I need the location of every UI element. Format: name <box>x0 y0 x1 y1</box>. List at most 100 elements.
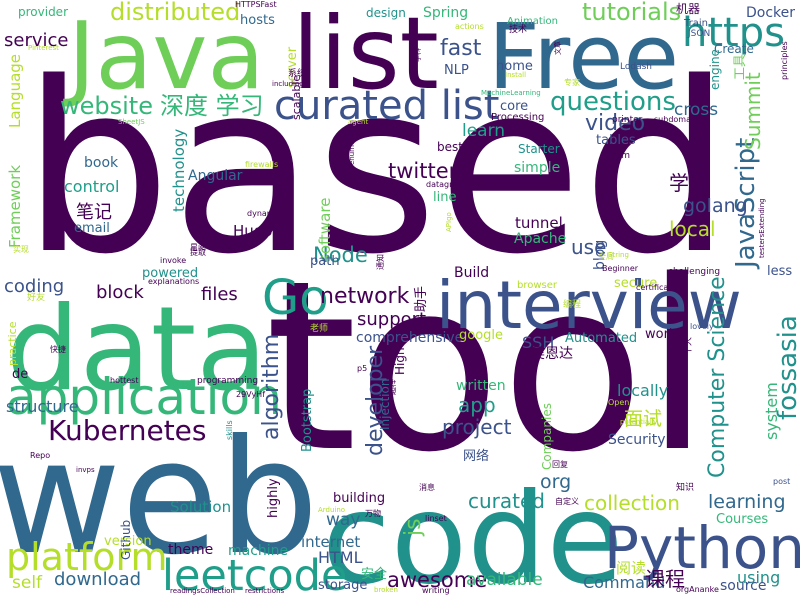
word-140: subdomains <box>654 115 702 124</box>
word-189: 操作系统 <box>81 237 113 247</box>
word-105: Spring <box>423 5 468 21</box>
word-148: principles <box>780 41 789 80</box>
word-126: Companies <box>540 403 554 470</box>
word-130: de <box>12 367 28 382</box>
word-28: fast <box>440 36 482 61</box>
word-35: learning <box>708 491 786 513</box>
word-145: post <box>773 477 790 486</box>
word-158: Repo <box>30 451 50 460</box>
word-38: developer <box>363 345 388 456</box>
word-60: 课程 <box>645 567 685 591</box>
word-17: Kubernetes <box>48 414 207 447</box>
word-167: actions <box>455 22 484 31</box>
word-171: agent <box>348 118 368 126</box>
word-91: theme <box>168 542 213 558</box>
word-117: Train <box>683 18 708 29</box>
word-185: 知识 <box>676 481 694 493</box>
word-152: dynamic <box>247 209 281 218</box>
word-32: awesome <box>387 568 487 592</box>
word-133: Processing <box>491 112 544 123</box>
word-194: 老师 <box>310 322 328 334</box>
word-150: datagrids <box>426 180 464 189</box>
word-151: firewalls <box>245 160 278 169</box>
word-116: Create <box>714 42 754 56</box>
word-80: email <box>74 221 110 236</box>
word-4: code <box>322 467 623 600</box>
word-196: 万物 <box>365 508 381 518</box>
word-29: video <box>585 111 645 136</box>
word-188: 消息 <box>419 482 435 492</box>
word-6: Java <box>63 2 264 110</box>
word-92: storage <box>318 578 367 593</box>
word-25: tutorials <box>582 0 681 26</box>
word-62: available <box>466 570 543 590</box>
word-26: Computer Science <box>705 276 730 478</box>
word-71: SSH <box>522 333 554 352</box>
word-15: Go <box>262 270 329 326</box>
word-27: network <box>320 284 410 309</box>
word-131: practice <box>6 321 19 366</box>
word-165: linset <box>425 514 447 523</box>
word-58: HTML <box>318 548 363 567</box>
word-57: download <box>54 569 141 590</box>
word-49: coding <box>4 276 64 297</box>
word-172: SheetJS <box>118 118 145 126</box>
word-46: service <box>4 30 68 51</box>
word-18: website <box>60 92 153 120</box>
word-65: js <box>401 518 426 537</box>
word-138: Steam <box>601 151 630 161</box>
word-45: 学习 <box>669 171 709 195</box>
word-182: 专家 <box>564 77 580 87</box>
word-89: self <box>12 573 43 593</box>
word-22: fossasia <box>773 315 800 420</box>
word-178: String <box>608 251 629 259</box>
word-104: design <box>366 6 406 20</box>
word-142: Beginner <box>602 264 639 273</box>
word-94: 阅读 <box>616 559 646 577</box>
word-37: algorithm <box>259 334 284 440</box>
word-59: Command <box>583 573 665 592</box>
word-41: app <box>458 393 496 417</box>
word-174: including <box>272 80 304 88</box>
word-113: best <box>437 140 463 154</box>
word-103: Docker <box>746 5 795 21</box>
word-183: 编程 <box>563 298 581 310</box>
word-7: list <box>292 0 439 112</box>
word-21: JavaScript <box>731 138 761 270</box>
word-12: curated list <box>274 83 499 129</box>
word-141: browser <box>517 280 558 291</box>
word-180: 技术 <box>509 23 527 35</box>
word-181: 学科 <box>413 48 422 62</box>
word-11: application <box>6 368 282 426</box>
word-161: restrictions <box>245 587 285 595</box>
word-153: invoke <box>160 256 186 265</box>
word-97: secure <box>614 276 657 291</box>
word-122: building <box>333 491 385 506</box>
word-198: 通知 <box>375 254 385 270</box>
word-93: 安全 <box>361 566 387 582</box>
word-139: printer <box>612 115 643 125</box>
word-84: tunnel <box>515 214 563 232</box>
word-82: Angular <box>188 168 243 184</box>
word-129: 助手 <box>414 286 429 312</box>
word-115: Starter <box>518 142 560 156</box>
word-134: 机器 <box>676 2 700 16</box>
word-76: cross <box>674 100 718 120</box>
word-69: Courses <box>716 512 768 527</box>
word-163: writing <box>422 586 450 595</box>
word-204: 文章 <box>553 41 562 55</box>
word-13: leetcode <box>162 551 347 600</box>
word-177: APIgo <box>445 212 453 232</box>
word-44: golang <box>683 195 748 217</box>
word-160: readingsCollection <box>170 587 235 595</box>
word-75: blog <box>592 240 608 270</box>
word-137: Lodash <box>620 62 652 72</box>
word-147: testersExtending <box>758 198 766 258</box>
word-135: 工具 <box>733 54 748 80</box>
word-87: path <box>310 254 340 269</box>
word-162: broken <box>374 586 398 594</box>
word-175: Open <box>608 398 629 407</box>
word-110: NLP <box>444 63 469 78</box>
